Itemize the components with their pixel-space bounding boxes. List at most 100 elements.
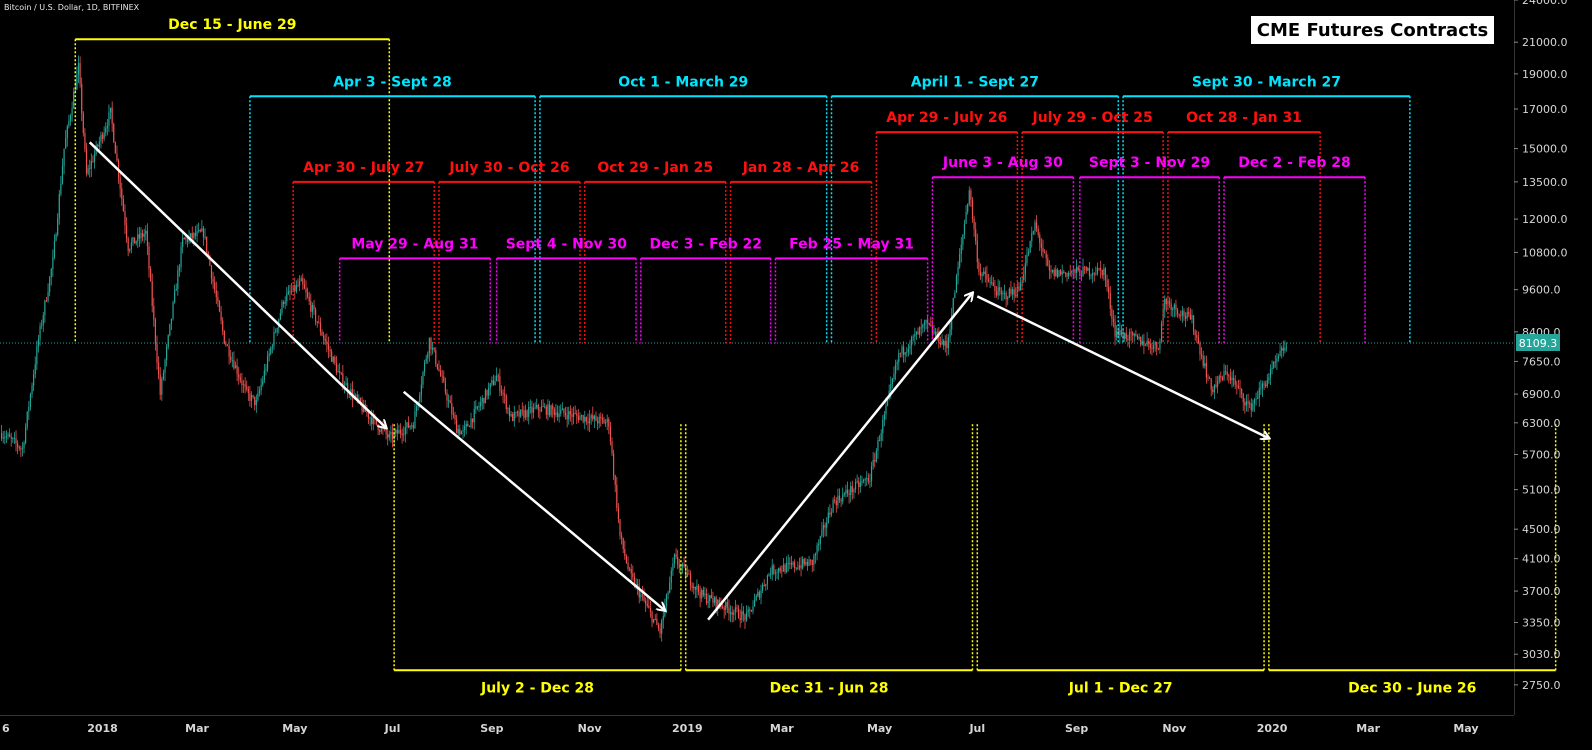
candle-body xyxy=(1103,268,1105,276)
candle-body xyxy=(648,605,650,609)
candle-body xyxy=(534,407,536,409)
candle-body xyxy=(1042,247,1044,252)
candle-body xyxy=(854,481,857,490)
candle-body xyxy=(510,414,512,417)
candle-body xyxy=(894,364,897,374)
candle-body xyxy=(1273,361,1275,368)
candle-body xyxy=(685,566,687,577)
candle-body xyxy=(1051,270,1054,272)
candle-body xyxy=(771,565,773,575)
y-tick-label: 3030.0 xyxy=(1522,648,1561,661)
candle-body xyxy=(795,567,797,569)
candle-body xyxy=(414,411,416,429)
candle-body xyxy=(1056,269,1058,277)
candle-body xyxy=(420,384,422,395)
candle-body xyxy=(1146,340,1148,346)
candle-body xyxy=(640,594,642,598)
candle-body xyxy=(675,554,677,557)
contract-magenta: Feb 25 - May 31 xyxy=(774,236,929,344)
candle-body xyxy=(1010,288,1012,295)
candle-body xyxy=(137,234,139,242)
candle-body xyxy=(196,231,198,236)
candle-body xyxy=(664,606,666,617)
candle-body xyxy=(242,384,245,386)
candle-body xyxy=(827,512,829,523)
chart-title: CME Futures Contracts xyxy=(1251,16,1494,44)
candle-body xyxy=(609,426,612,442)
candle-body xyxy=(909,345,911,349)
candle-body xyxy=(297,285,299,286)
candle-body xyxy=(1100,268,1102,270)
contract-label: June 3 - Aug 30 xyxy=(942,155,1063,171)
candle-body xyxy=(1005,292,1007,300)
candle-body xyxy=(1265,384,1267,387)
candle-body xyxy=(677,556,679,565)
candle-body xyxy=(73,92,75,109)
candle-body xyxy=(1082,266,1084,277)
candle-body xyxy=(598,416,600,424)
candle-body xyxy=(49,277,51,293)
candles xyxy=(1,55,1288,642)
candle-body xyxy=(287,291,289,294)
candle-body xyxy=(904,352,906,355)
candle-body xyxy=(167,335,169,347)
y-tick-label: 4500.0 xyxy=(1522,523,1561,536)
candle-body xyxy=(423,362,426,373)
candle-body xyxy=(790,562,793,565)
candle-body xyxy=(629,568,631,570)
candle-body xyxy=(518,411,520,417)
x-tick-label: Mar xyxy=(1356,722,1380,735)
candle-body xyxy=(2,437,4,439)
contract-yellow: Dec 31 - Jun 28 xyxy=(684,422,974,696)
candle-body xyxy=(891,378,893,385)
candle-body xyxy=(965,211,967,224)
candle-body xyxy=(290,291,293,293)
candle-body xyxy=(39,325,41,340)
candle-body xyxy=(1242,393,1244,403)
candle-body xyxy=(896,361,898,365)
candle-body xyxy=(952,298,954,316)
x-tick-label: Nov xyxy=(1162,722,1187,735)
candle-body xyxy=(79,63,81,84)
candle-body xyxy=(154,319,157,344)
candle-body xyxy=(633,576,636,587)
candle-body xyxy=(273,332,275,347)
candle-body xyxy=(537,404,539,411)
y-tick-label: 4100.0 xyxy=(1522,553,1561,566)
candle-body xyxy=(1095,273,1097,275)
candle-body xyxy=(1026,254,1028,264)
candle-body xyxy=(372,416,374,425)
candle-body xyxy=(81,83,83,114)
candle-body xyxy=(1228,375,1230,377)
candle-body xyxy=(427,353,429,359)
candle-body xyxy=(337,370,339,373)
y-tick-label: 5100.0 xyxy=(1522,484,1561,497)
candle-body xyxy=(1045,252,1047,259)
candle-body xyxy=(31,385,33,395)
contract-red: July 29 - Oct 25 xyxy=(1021,110,1164,344)
candle-body xyxy=(872,460,874,467)
contract-yellow: Jul 1 - Dec 27 xyxy=(976,422,1265,696)
candle-body xyxy=(265,369,267,371)
candle-body xyxy=(1266,380,1268,387)
candle-body xyxy=(773,565,775,574)
candle-body xyxy=(454,414,456,420)
candle-body xyxy=(1250,403,1252,411)
candle-body xyxy=(407,422,410,428)
candle-body xyxy=(649,608,652,612)
candle-body xyxy=(1208,378,1211,379)
candle-body xyxy=(616,484,618,508)
candle-body xyxy=(850,486,852,495)
candle-body xyxy=(186,238,189,242)
candle-body xyxy=(678,564,680,568)
candle-body xyxy=(710,595,712,599)
x-tick-label: May xyxy=(1453,722,1478,735)
candle-body xyxy=(681,564,684,567)
candle-body xyxy=(177,270,179,289)
candle-body xyxy=(784,564,786,573)
candle-body xyxy=(834,499,836,501)
candle-body xyxy=(1234,380,1236,385)
candle-body xyxy=(246,386,248,389)
contract-label: Dec 31 - Jun 28 xyxy=(770,680,889,696)
x-tick-label: Mar xyxy=(770,722,794,735)
